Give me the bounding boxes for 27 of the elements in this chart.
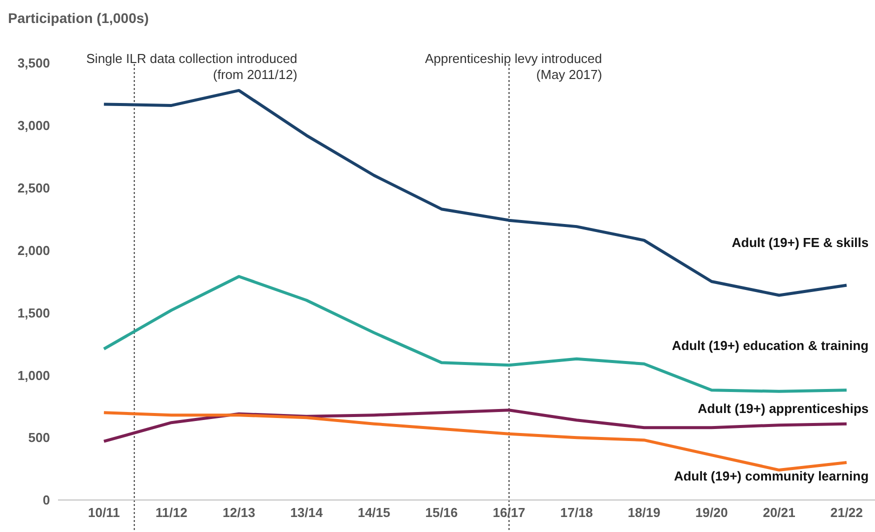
y-tick-label: 0 — [42, 492, 50, 508]
x-tick-label: 13/14 — [290, 505, 324, 520]
y-tick-label: 3,500 — [17, 56, 50, 71]
text: Adult (19+) FE & skills — [732, 235, 869, 250]
x-tick-label: 10/11 — [88, 505, 120, 520]
y-axis-title: Participation (1,000s) — [8, 10, 149, 26]
annotation: Single ILR data collection introduced (from 2011/12) — [86, 51, 298, 82]
y-tick-label: 1,000 — [17, 368, 50, 383]
y-tick-label: 3,000 — [17, 118, 50, 134]
series-label: Adult (19+) community learning — [674, 468, 869, 484]
y-tick-label: 2,000 — [17, 242, 50, 258]
x-tick-label: 14/15 — [358, 505, 390, 520]
y-tick-label: 500 — [28, 430, 50, 446]
x-tick-label: 18/19 — [628, 505, 660, 520]
series-label: Adult (19+) apprenticeships — [698, 400, 869, 416]
series-label: Adult (19+) education & training — [672, 338, 869, 354]
y-tick-label: 2,500 — [17, 180, 50, 196]
x-tick-label: 12/13 — [222, 505, 256, 520]
x-tick-label: 20/21 — [762, 505, 796, 520]
x-tick-label: 11/12 — [156, 505, 188, 520]
x-tick-label: 16/17 — [492, 505, 526, 520]
x-tick-label: 19/20 — [695, 505, 728, 520]
x-tick-label: 17/18 — [560, 505, 593, 520]
x-tick-label: 15/16 — [425, 505, 458, 520]
y-tick-label: 1,500 — [17, 305, 50, 320]
ref-line-label: Apprenticeship levy introduced (May 2017) — [424, 51, 602, 82]
x-tick-label: 21/22 — [830, 505, 863, 520]
